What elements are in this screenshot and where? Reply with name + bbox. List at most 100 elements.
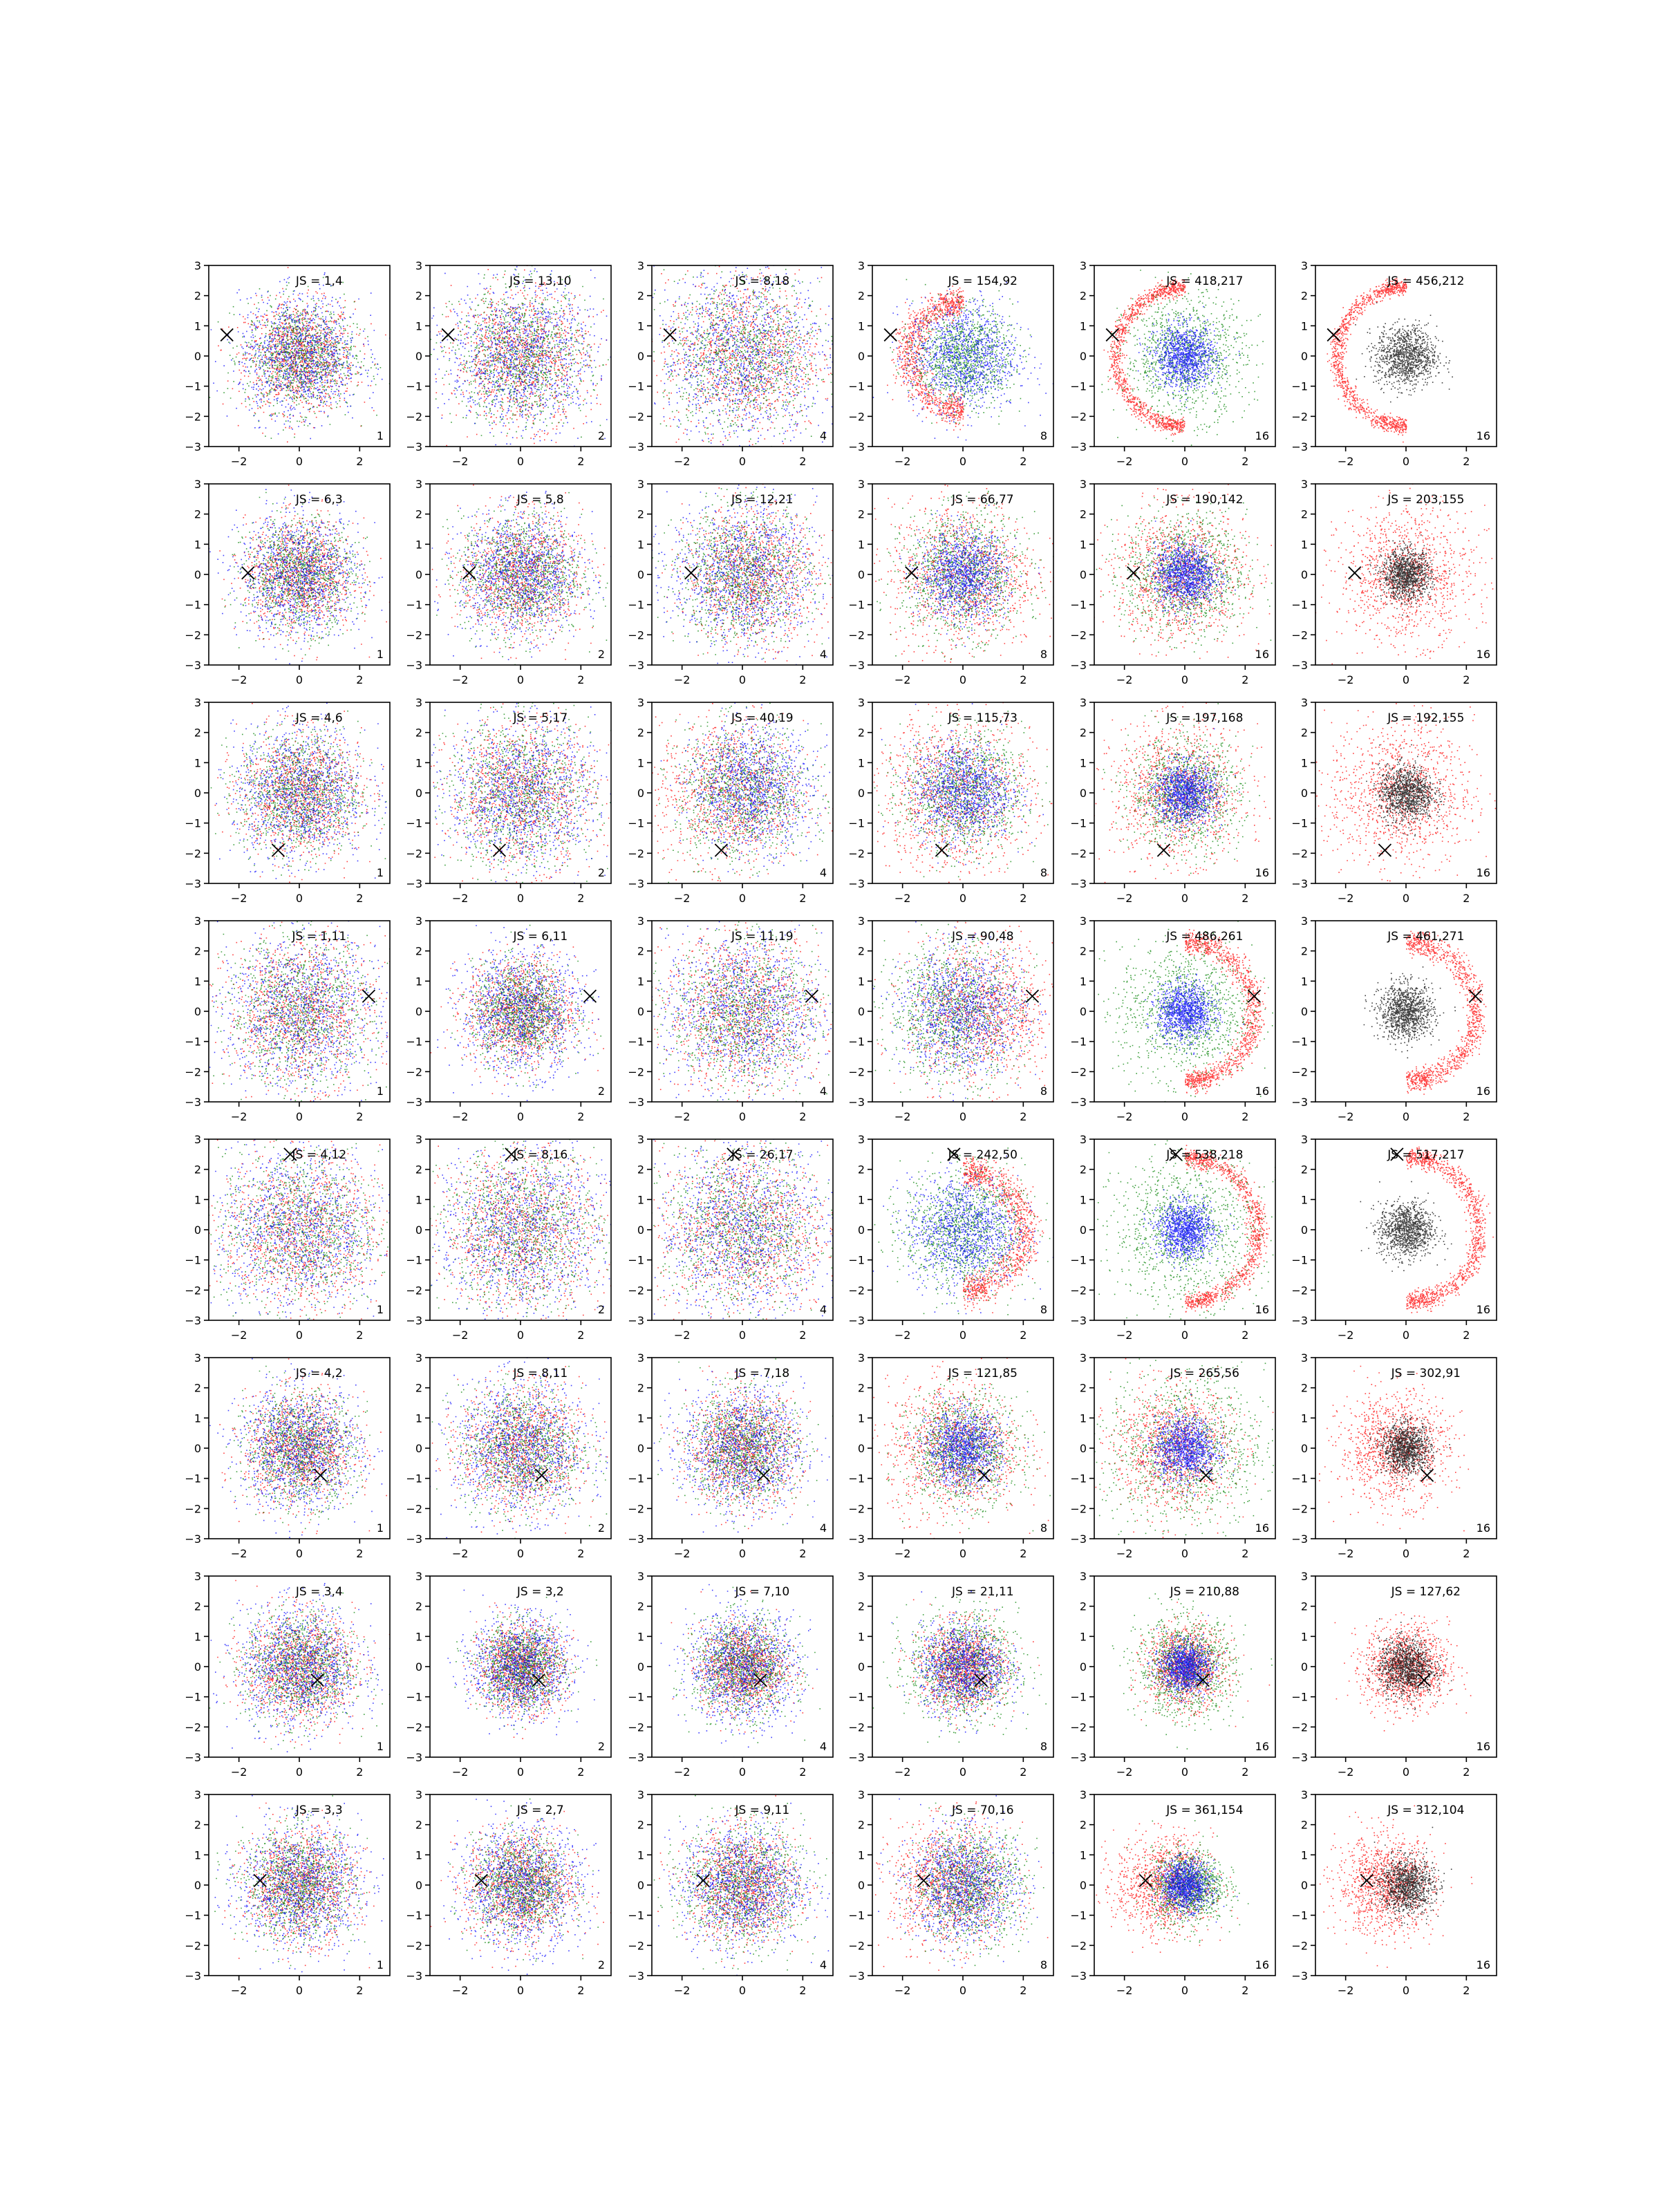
y-tick-label: −2	[1291, 1721, 1308, 1734]
y-tick-label: 0	[1301, 1442, 1308, 1455]
y-tick-label: 2	[1301, 1600, 1308, 1613]
corner-label: 1	[377, 1740, 384, 1753]
y-tick-label: 0	[1301, 1005, 1308, 1018]
x-tick-label: −2	[1116, 455, 1133, 468]
y-tick-label: 1	[1080, 756, 1087, 769]
x-tick-label: 0	[959, 1329, 966, 1342]
y-tick-label: −3	[406, 877, 422, 890]
y-tick-label: −2	[406, 1502, 422, 1515]
y-tick-label: −3	[185, 1969, 201, 1983]
y-tick-label: 1	[1080, 1630, 1087, 1643]
x-tick-label: −2	[452, 892, 469, 905]
scatter-points	[418, 445, 650, 670]
y-tick-label: 3	[1080, 1788, 1087, 1801]
x-tick-label: 2	[1241, 455, 1248, 468]
x-tick-label: −2	[1116, 1329, 1133, 1342]
y-tick-label: −1	[1070, 1035, 1087, 1049]
y-tick-label: −1	[185, 1254, 201, 1267]
y-tick-label: −2	[406, 1284, 422, 1297]
scatter-points	[418, 1319, 664, 1553]
cross-marker	[536, 1469, 548, 1481]
y-tick-label: 3	[858, 1351, 865, 1365]
series-1-marks	[429, 445, 621, 660]
y-tick-label: 2	[194, 945, 201, 958]
y-tick-label: 0	[194, 787, 201, 800]
x-tick-label: 0	[1181, 1765, 1188, 1779]
series-3-marks	[1138, 306, 1240, 408]
corner-label: 1	[377, 648, 384, 661]
scatter-points	[207, 1550, 430, 1762]
x-tick-label: 2	[1020, 1765, 1027, 1779]
series-3-points	[1141, 1394, 1236, 1497]
cross-marker	[442, 328, 454, 341]
y-tick-label: −3	[1070, 1969, 1087, 1983]
x-tick-label: −2	[1116, 1547, 1133, 1560]
y-tick-label: 3	[858, 915, 865, 928]
y-tick-label: −2	[848, 1284, 865, 1297]
x-tick-label: −2	[674, 673, 691, 686]
y-tick-label: 2	[637, 727, 644, 740]
x-tick-label: −2	[894, 1984, 911, 1997]
series-2-points	[1073, 892, 1296, 1112]
y-tick-label: −2	[185, 1721, 201, 1734]
series-3-points	[881, 703, 1044, 865]
series-1-points	[610, 216, 873, 478]
axes-frame	[430, 1139, 611, 1320]
y-tick-label: 2	[637, 945, 644, 958]
y-tick-label: −1	[1291, 1254, 1308, 1267]
y-tick-label: 2	[415, 1382, 422, 1395]
x-tick-label: 0	[1403, 673, 1409, 686]
y-tick-label: −2	[1291, 1065, 1308, 1078]
js-annotation: JS = 361,154	[1165, 1803, 1243, 1817]
js-annotation: JS = 115,73	[948, 711, 1018, 725]
x-tick-label: 0	[296, 892, 303, 905]
y-tick-label: 0	[858, 350, 865, 363]
x-tick-label: 0	[296, 455, 303, 468]
scatter-points	[1364, 931, 1487, 1095]
cross-marker	[1026, 990, 1038, 1002]
y-tick-label: 0	[1301, 1660, 1308, 1674]
corner-label: 16	[1477, 648, 1490, 661]
scatter-points	[1360, 1147, 1494, 1313]
y-tick-label: −3	[628, 1751, 644, 1764]
y-tick-label: 1	[637, 319, 644, 332]
cross-marker	[884, 328, 897, 341]
x-tick-label: 0	[739, 1984, 746, 1997]
y-tick-label: −1	[1291, 599, 1308, 612]
x-tick-label: 2	[1463, 892, 1470, 905]
series-2-marks	[887, 1803, 1067, 1978]
x-tick-label: 0	[1403, 1110, 1409, 1123]
y-tick-label: 1	[194, 1848, 201, 1862]
scatter-points	[1327, 278, 1453, 442]
y-tick-label: 0	[194, 1224, 201, 1237]
x-tick-label: −2	[1338, 1984, 1354, 1997]
y-tick-label: −3	[1070, 1096, 1087, 1109]
y-tick-label: −3	[628, 440, 644, 453]
series-1-points	[874, 892, 1137, 1125]
y-tick-label: 3	[1301, 915, 1308, 928]
x-tick-label: −2	[231, 1984, 247, 1997]
js-annotation: JS = 40,19	[731, 711, 794, 725]
corner-label: 16	[1477, 429, 1490, 442]
y-tick-label: 2	[194, 290, 201, 303]
js-annotation: JS = 5,8	[516, 493, 564, 507]
y-tick-label: −3	[185, 659, 201, 672]
y-tick-label: 3	[194, 1570, 201, 1583]
x-tick-label: 0	[739, 455, 746, 468]
y-tick-label: 0	[637, 568, 644, 581]
x-tick-label: 0	[959, 1547, 966, 1560]
scatter-points	[871, 1100, 1056, 1315]
y-tick-label: 1	[1301, 1630, 1308, 1643]
js-annotation: JS = 192,155	[1387, 711, 1464, 725]
js-annotation: JS = 418,217	[1165, 274, 1243, 288]
x-tick-label: −2	[674, 1765, 691, 1779]
y-tick-label: 0	[637, 1005, 644, 1018]
y-tick-label: 3	[1301, 1133, 1308, 1146]
series-2-points	[887, 1803, 1067, 1978]
series-2-points	[873, 1550, 1047, 1743]
y-tick-label: −3	[185, 1314, 201, 1327]
